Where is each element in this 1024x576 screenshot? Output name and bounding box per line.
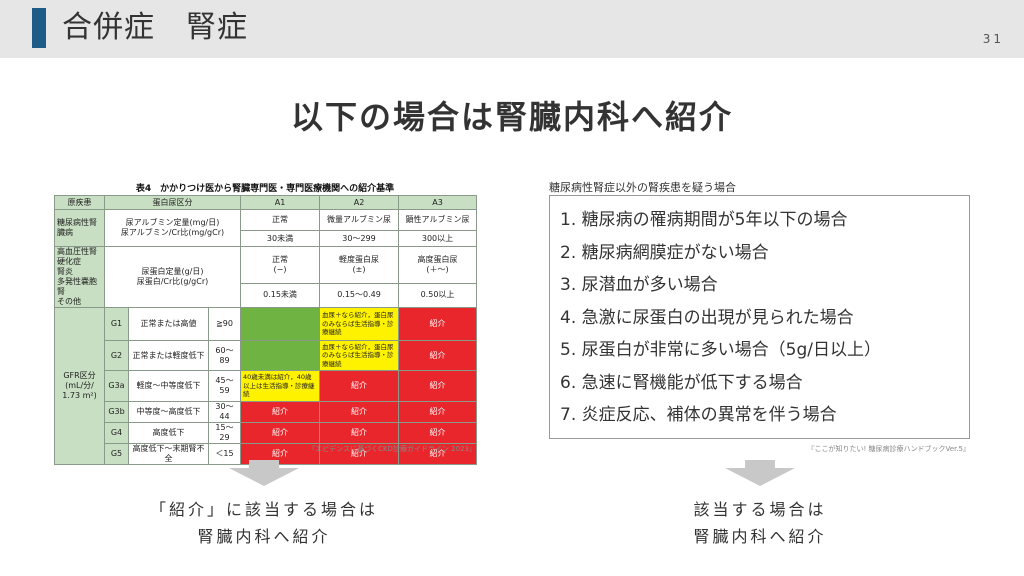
right-conclusion-line1: 該当する場合は xyxy=(693,500,827,519)
cell-g3b-a3: 紹介 xyxy=(398,401,477,423)
cell-g3b-a2: 紹介 xyxy=(319,401,399,423)
cell-g3a-a1: 40歳未満は紹介，40歳以上は生活指導・診療継続 xyxy=(240,370,320,402)
cell-g2-a3: 紹介 xyxy=(398,340,477,371)
diabetes-a3-range: 300以上 xyxy=(398,230,477,247)
right-caption: 糖尿病性腎症以外の腎疾患を疑う場合 xyxy=(549,181,736,194)
header-accent-bar xyxy=(32,8,46,48)
diabetes-a2: 微量アルブミン尿 xyxy=(319,209,399,231)
criteria-list: 1. 糖尿病の罹病期間が5年以下の場合 2. 糖尿病網膜症がない場合 3. 尿潜… xyxy=(550,196,969,432)
right-conclusion-line2: 腎臓内科へ紹介 xyxy=(693,527,827,546)
slide-header: 合併症 腎症 31 xyxy=(0,0,1024,58)
cell-g2-a2: 血尿＋なら紹介，蛋白尿のみならば生活指導・診療継続 xyxy=(319,340,399,371)
cell-g1-a1 xyxy=(240,307,320,341)
other-a3-range: 0.50以上 xyxy=(398,282,477,309)
gfr-range: ≧90 xyxy=(208,307,241,341)
page-number: 31 xyxy=(982,32,1004,46)
table-caption: 表4 かかりつけ医から腎臓専門医・専門医療機関への紹介基準 xyxy=(135,184,395,194)
gfr-range: 45〜59 xyxy=(208,370,241,402)
gfr-grade: G1 xyxy=(104,307,129,341)
gfr-description: 正常または軽度低下 xyxy=(128,340,209,371)
gfr-range: 30〜44 xyxy=(208,401,241,423)
row-other-disease: 高血圧性腎硬化症 腎炎 多発性嚢胞腎 その他 xyxy=(54,246,105,308)
cell-g5-a3: 紹介 xyxy=(398,443,477,465)
diabetes-a1-range: 30未満 xyxy=(240,230,320,247)
gfr-category-label: GFR区分 (mL/分/ 1.73 m²) xyxy=(54,307,105,465)
diabetes-a3: 顕性アルブミン尿 xyxy=(398,209,477,231)
gfr-description: 軽度〜中等度低下 xyxy=(128,370,209,402)
cell-g4-a2: 紹介 xyxy=(319,422,399,444)
header-a1: A1 xyxy=(240,195,320,210)
list-item: 2. 糖尿病網膜症がない場合 xyxy=(560,242,769,263)
cell-g1-a3: 紹介 xyxy=(398,307,477,341)
cell-g3a-a3: 紹介 xyxy=(398,370,477,402)
gfr-range: 60〜89 xyxy=(208,340,241,371)
other-a2-range: 0.15〜0.49 xyxy=(319,282,399,309)
header-a3: A3 xyxy=(398,195,477,210)
slide-title: 合併症 腎症 xyxy=(62,10,248,45)
gfr-description: 中等度〜高度低下 xyxy=(128,401,209,423)
gfr-range: 15〜29 xyxy=(208,422,241,444)
cell-g2-a1 xyxy=(240,340,320,371)
gfr-grade: G3b xyxy=(104,401,129,423)
left-conclusion: 「紹介」に該当する場合は 腎臓内科へ紹介 xyxy=(104,496,424,550)
other-a1-range: 0.15未満 xyxy=(240,282,320,309)
cell-g4-a3: 紹介 xyxy=(398,422,477,444)
left-conclusion-line2: 腎臓内科へ紹介 xyxy=(197,527,331,546)
other-a3: 高度蛋白尿 (＋〜) xyxy=(398,246,477,284)
right-conclusion: 該当する場合は 腎臓内科へ紹介 xyxy=(600,496,920,550)
gfr-grade: G4 xyxy=(104,422,129,444)
gfr-grade: G3a xyxy=(104,370,129,402)
list-item: 4. 急激に尿蛋白の出現が見られた場合 xyxy=(560,307,854,328)
main-heading: 以下の場合は腎臓内科へ紹介 xyxy=(290,98,733,136)
left-conclusion-line1: 「紹介」に該当する場合は xyxy=(149,500,378,519)
left-citation: 『エビデンスに基づくCKD診療ガイドライン 2023』 xyxy=(308,445,476,453)
header-disease: 原疾患 xyxy=(54,195,105,210)
diabetes-a1: 正常 xyxy=(240,209,320,231)
other-a2: 軽度蛋白尿 (±) xyxy=(319,246,399,284)
gfr-description: 高度低下〜末期腎不全 xyxy=(128,443,209,465)
list-item: 5. 尿蛋白が非常に多い場合（5g/日以上） xyxy=(560,340,881,360)
right-citation: 『ここが知りたい! 糖尿病診療ハンドブックVer.5』 xyxy=(807,445,971,453)
list-item: 3. 尿潜血が多い場合 xyxy=(560,275,718,295)
cell-g3b-a1: 紹介 xyxy=(240,401,320,423)
cell-g5-a2: 紹介 xyxy=(319,443,399,465)
row-diabetes: 糖尿病性腎臓病 xyxy=(54,209,105,247)
diabetes-a2-range: 30〜299 xyxy=(319,230,399,247)
diabetes-test: 尿アルブミン定量(mg/日) 尿アルブミン/Cr比(mg/gCr) xyxy=(104,209,241,247)
other-a1: 正常 (−) xyxy=(240,246,320,284)
gfr-description: 正常または高値 xyxy=(128,307,209,341)
gfr-description: 高度低下 xyxy=(128,422,209,444)
list-item: 1. 糖尿病の罹病期間が5年以下の場合 xyxy=(560,210,848,230)
referral-criteria-table: 原疾患 蛋白尿区分 A1 A2 A3 糖尿病性腎臓病 尿アルブミン定量(mg/日… xyxy=(54,195,477,465)
down-arrow-icon xyxy=(229,460,299,486)
other-test: 尿蛋白定量(g/日) 尿蛋白/Cr比(g/gCr) xyxy=(104,246,241,308)
criteria-box: 1. 糖尿病の罹病期間が5年以下の場合 2. 糖尿病網膜症がない場合 3. 尿潜… xyxy=(549,195,970,439)
header-category: 蛋白尿区分 xyxy=(104,195,241,210)
gfr-grade: G2 xyxy=(104,340,129,371)
list-item: 6. 急速に腎機能が低下する場合 xyxy=(560,372,803,393)
cell-g3a-a2: 紹介 xyxy=(319,370,399,402)
cell-g4-a1: 紹介 xyxy=(240,422,320,444)
cell-g1-a2: 血尿＋なら紹介，蛋白尿のみならば生活指導・診療継続 xyxy=(319,307,399,341)
header-a2: A2 xyxy=(319,195,399,210)
list-item: 7. 炎症反応、補体の異常を伴う場合 xyxy=(560,405,837,425)
down-arrow-icon xyxy=(725,460,795,486)
